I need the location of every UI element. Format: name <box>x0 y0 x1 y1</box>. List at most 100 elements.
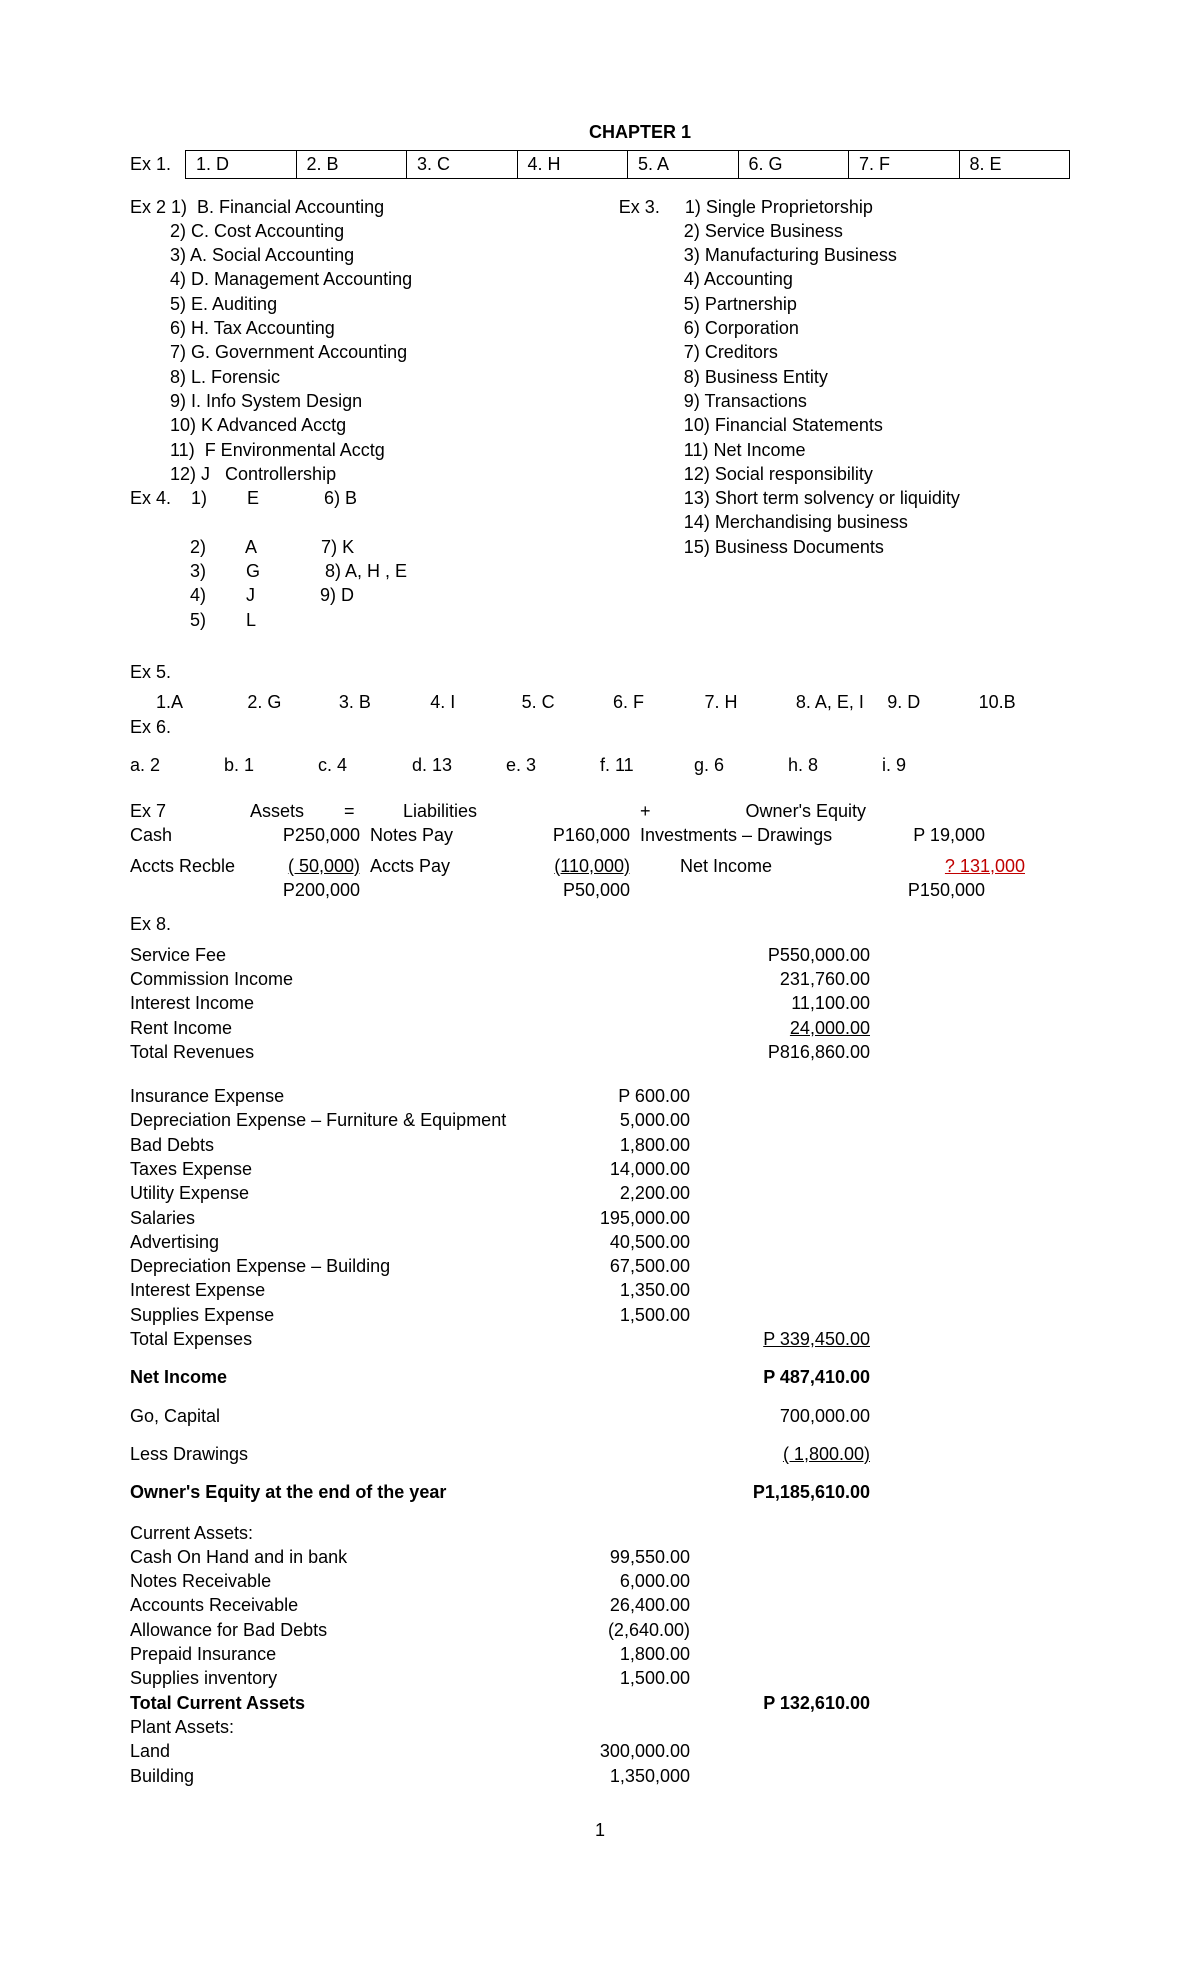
fin-label: Total Expenses <box>130 1327 530 1351</box>
fin-row: Advertising40,500.00 <box>130 1230 1070 1254</box>
ex2-item: 10) K Advanced Acctg <box>130 413 619 437</box>
fin-amt1 <box>530 1442 690 1466</box>
fin-amt1: 26,400.00 <box>530 1593 690 1617</box>
ex7-block: Ex 7 Assets = Liabilities + Owner's Equi… <box>130 799 1070 902</box>
fin-label: Total Revenues <box>130 1040 530 1064</box>
ex5-item: 3. B <box>339 690 430 714</box>
fin-label: Depreciation Expense – Furniture & Equip… <box>130 1108 530 1132</box>
ex2-item: 12) J Controllership <box>130 462 619 486</box>
fin-row: Plant Assets: <box>130 1715 1070 1739</box>
fin-label: Utility Expense <box>130 1181 530 1205</box>
fin-row: Depreciation Expense – Furniture & Equip… <box>130 1108 1070 1132</box>
ex5-item: 5. C <box>522 690 613 714</box>
ex8-summary: Net IncomeP 487,410.00Go, Capital700,000… <box>130 1365 1070 1504</box>
fin-row: Insurance ExpenseP 600.00 <box>130 1084 1070 1108</box>
fin-amt2 <box>690 1108 870 1132</box>
ex2-item: Ex 2 1) B. Financial Accounting <box>130 195 619 219</box>
fin-row: Less Drawings( 1,800.00) <box>130 1442 1070 1466</box>
fin-amt1: 67,500.00 <box>530 1254 690 1278</box>
fin-row: Total ExpensesP 339,450.00 <box>130 1327 1070 1351</box>
ex8-label: Ex 8. <box>130 912 1070 936</box>
fin-amt2: ( 1,800.00) <box>690 1442 870 1466</box>
page-number: 1 <box>130 1818 1070 1842</box>
fin-label: Owner's Equity at the end of the year <box>130 1480 530 1504</box>
ex6-item <box>976 753 1070 777</box>
fin-label: Accounts Receivable <box>130 1593 530 1617</box>
ex3-item: Ex 3. 1) Single Proprietorship <box>619 195 1070 219</box>
fin-amt2 <box>690 1157 870 1181</box>
ex5-item: 8. A, E, I <box>796 690 887 714</box>
fin-amt2 <box>690 1181 870 1205</box>
ex7-r1: Cash P250,000 Notes Pay P160,000 Investm… <box>130 823 1070 847</box>
fin-label: Depreciation Expense – Building <box>130 1254 530 1278</box>
ex3-item: 8) Business Entity <box>619 365 1070 389</box>
fin-row: Building1,350,000 <box>130 1764 1070 1788</box>
fin-amt2 <box>690 1569 870 1593</box>
ex6-item: d. 13 <box>412 753 506 777</box>
fin-label: Allowance for Bad Debts <box>130 1618 530 1642</box>
fin-amt1: 99,550.00 <box>530 1545 690 1569</box>
ex3-item: 15) Business Documents <box>619 535 1070 559</box>
fin-row: Total Current Assets P 132,610.00 <box>130 1691 1070 1715</box>
ex6-item: b. 1 <box>224 753 318 777</box>
fin-amt1: 1,800.00 <box>530 1642 690 1666</box>
ex5-item: 7. H <box>704 690 795 714</box>
fin-amt2: 231,760.00 <box>690 967 870 991</box>
ex3-list: Ex 3. 1) Single Proprietorship 2) Servic… <box>619 195 1070 559</box>
ex1-cell: 5. A <box>628 151 739 178</box>
ex2-item: 5) E. Auditing <box>130 292 619 316</box>
fin-amt1 <box>530 1521 690 1545</box>
fin-amt1 <box>530 1016 690 1040</box>
ex3-item: 12) Social responsibility <box>619 462 1070 486</box>
fin-row: Interest Income11,100.00 <box>130 991 1070 1015</box>
fin-row: Cash On Hand and in bank99,550.00 <box>130 1545 1070 1569</box>
fin-amt1: (2,640.00) <box>530 1618 690 1642</box>
fin-label: Total Current Assets <box>130 1691 530 1715</box>
ex8-block: Ex 8. Service FeeP550,000.00Commission I… <box>130 912 1070 1788</box>
fin-row: Depreciation Expense – Building67,500.00 <box>130 1254 1070 1278</box>
fin-label: Building <box>130 1764 530 1788</box>
fin-row: Interest Expense1,350.00 <box>130 1278 1070 1302</box>
fin-amt2 <box>690 1133 870 1157</box>
fin-row: Bad Debts1,800.00 <box>130 1133 1070 1157</box>
fin-label: Land <box>130 1739 530 1763</box>
fin-row: Notes Receivable6,000.00 <box>130 1569 1070 1593</box>
fin-label: Supplies inventory <box>130 1666 530 1690</box>
ex5-row: 1.A2. G3. B4. I5. C6. F7. H8. A, E, I9. … <box>130 690 1070 714</box>
ex8-assets: Current Assets:Cash On Hand and in bank9… <box>130 1521 1070 1788</box>
fin-label: Interest Income <box>130 991 530 1015</box>
fin-amt1: P 600.00 <box>530 1084 690 1108</box>
fin-row: Prepaid Insurance1,800.00 <box>130 1642 1070 1666</box>
fin-label: Notes Receivable <box>130 1569 530 1593</box>
document-page: CHAPTER 1 Ex 1. 1. D2. B3. C4. H5. A6. G… <box>0 0 1200 1882</box>
fin-label: Net Income <box>130 1365 530 1389</box>
fin-row: Supplies inventory1,500.00 <box>130 1666 1070 1690</box>
ex6-row: a. 2b. 1c. 4d. 13e. 3f. 11g. 6h. 8i. 9 <box>130 753 1070 777</box>
ex3-item: 9) Transactions <box>619 389 1070 413</box>
fin-row: Go, Capital700,000.00 <box>130 1404 1070 1428</box>
fin-amt1 <box>530 1365 690 1389</box>
fin-amt2 <box>690 1254 870 1278</box>
fin-label: Interest Expense <box>130 1278 530 1302</box>
ex6-item: f. 11 <box>600 753 694 777</box>
fin-amt1 <box>530 991 690 1015</box>
ex2-ex3-ex4-block: Ex 2 1) B. Financial Accounting 2) C. Co… <box>130 195 1070 632</box>
fin-amt2 <box>690 1278 870 1302</box>
fin-amt2: P 132,610.00 <box>690 1691 870 1715</box>
fin-amt1: 195,000.00 <box>530 1206 690 1230</box>
fin-amt2 <box>690 1545 870 1569</box>
ex2-item: 9) I. Info System Design <box>130 389 619 413</box>
ex2-list: Ex 2 1) B. Financial Accounting 2) C. Co… <box>130 195 619 487</box>
chapter-title: CHAPTER 1 <box>210 120 1070 144</box>
ex7-r3: P200,000 P50,000 P150,000 <box>130 878 1070 902</box>
fin-amt1 <box>530 967 690 991</box>
fin-label: Go, Capital <box>130 1404 530 1428</box>
ex1-label: Ex 1. <box>130 152 185 176</box>
ex4-row: 3) G 8) A, H , E <box>130 559 619 583</box>
fin-row: Service FeeP550,000.00 <box>130 943 1070 967</box>
fin-label: Cash On Hand and in bank <box>130 1545 530 1569</box>
fin-label: Taxes Expense <box>130 1157 530 1181</box>
ex2-item: 8) L. Forensic <box>130 365 619 389</box>
ex4-row <box>130 510 619 534</box>
fin-label: Insurance Expense <box>130 1084 530 1108</box>
